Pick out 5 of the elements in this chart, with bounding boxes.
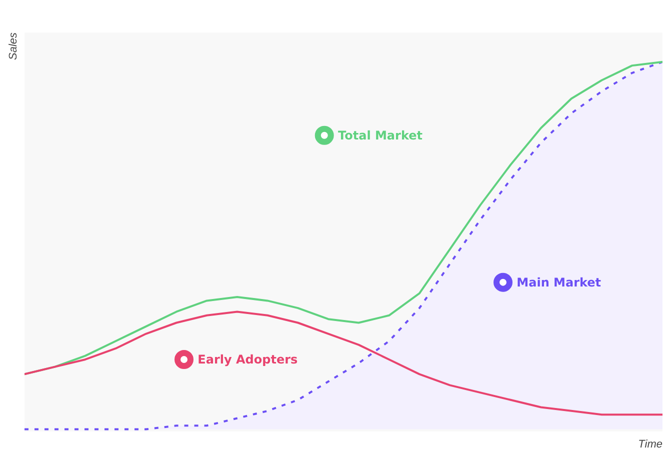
legend-label: Main Market <box>516 275 602 290</box>
x-axis-title: Time <box>638 438 663 450</box>
legend-label: Total Market <box>338 128 423 142</box>
legend-label: Early Adopters <box>198 352 298 366</box>
y-axis-title: Sales <box>8 32 20 60</box>
